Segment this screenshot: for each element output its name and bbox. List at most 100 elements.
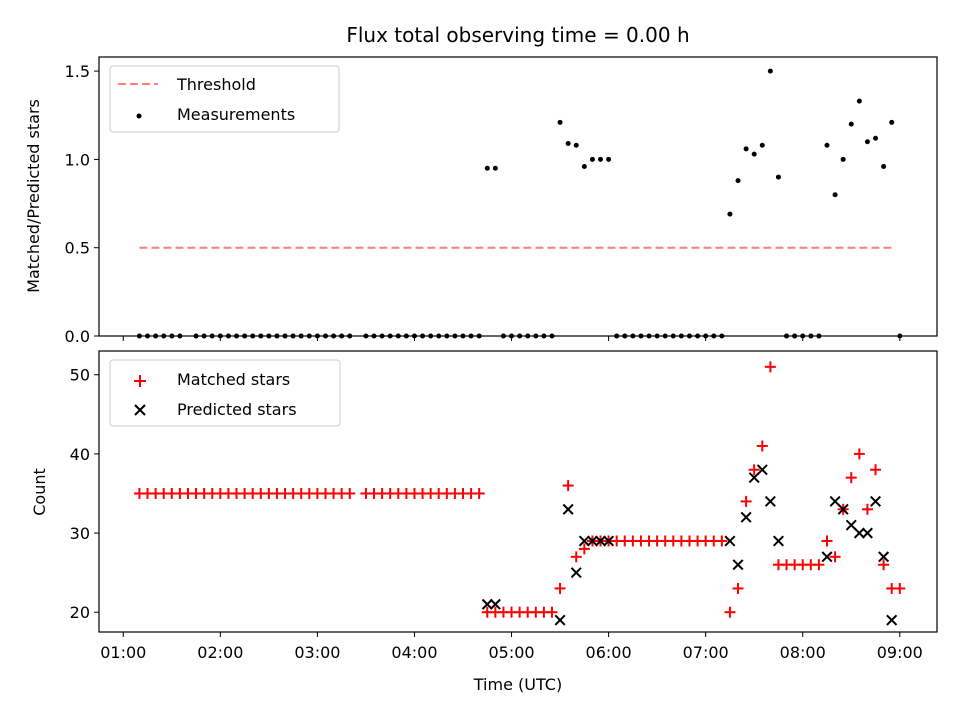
bottom-y-tick-label: 30 (70, 524, 90, 543)
matched-star-point (562, 480, 574, 492)
top-y-tick-label: 0.5 (65, 239, 90, 258)
measurement-point (881, 163, 887, 169)
matched-star-point (473, 487, 485, 499)
legend-measurements-label: Measurements (177, 105, 295, 124)
bottom-marks (133, 361, 906, 626)
matched-star-point (554, 582, 566, 594)
matched-star-point (578, 543, 590, 555)
measurement-point (824, 142, 830, 148)
x-axis-label: Time (UTC) (473, 675, 562, 694)
measurement-point (727, 211, 733, 217)
predicted-star-point (603, 535, 615, 547)
matched-star-point (821, 535, 833, 547)
matched-star-point (740, 495, 752, 507)
predicted-star-point (764, 495, 776, 507)
predicted-star-point (821, 551, 833, 563)
predicted-star-point (740, 511, 752, 523)
predicted-star-point (845, 519, 857, 531)
predicted-star-point (837, 503, 849, 515)
x-tick-label: 08:00 (780, 643, 826, 662)
matched-star-point (716, 535, 728, 547)
legend-threshold-label: Threshold (176, 75, 256, 94)
measurement-point (873, 135, 879, 141)
x-tick-label: 09:00 (877, 643, 923, 662)
measurement-point (581, 163, 587, 169)
measurement-point (759, 142, 765, 148)
bottom-legend-box (109, 359, 341, 427)
measurement-point (589, 156, 595, 162)
top-plot-frame (98, 56, 938, 337)
predicted-star-point (829, 495, 841, 507)
predicted-star-point (562, 503, 574, 515)
bottom-y-tick-label: 20 (70, 603, 90, 622)
predicted-star-point (570, 567, 582, 579)
predicted-star-point (724, 535, 736, 547)
measurement-point (484, 165, 490, 171)
predicted-star-point (748, 472, 760, 484)
top-y-ticks: 0.0 0.5 1.0 1.5 (65, 62, 99, 346)
matched-star-point (344, 487, 356, 499)
measurement-point (598, 156, 604, 162)
measurement-point (606, 156, 612, 162)
measurement-point (557, 119, 563, 125)
measurement-point (775, 174, 781, 180)
matched-star-point (861, 503, 873, 515)
matched-star-point (853, 448, 865, 460)
measurement-point (889, 119, 895, 125)
predicted-star-point (772, 535, 784, 547)
measurement-point (743, 146, 749, 152)
measurement-point (767, 68, 773, 74)
measurement-point (840, 156, 846, 162)
matched-star-point (570, 551, 582, 563)
bottom-y-tick-label: 50 (70, 366, 90, 385)
legend-matched-swatch (134, 375, 146, 387)
measurement-point (848, 121, 854, 127)
measurement-point (735, 178, 741, 184)
chart-title: Flux total observing time = 0.00 h (346, 23, 689, 47)
matched-star-point (829, 551, 841, 563)
matched-star-point (546, 606, 558, 618)
predicted-star-point (886, 614, 898, 626)
top-legend: Threshold Measurements (109, 65, 340, 133)
x-tick-label: 04:00 (391, 643, 437, 662)
measurement-point (565, 141, 571, 147)
matched-star-point (732, 582, 744, 594)
top-marks (136, 68, 903, 339)
measurement-point (864, 139, 870, 145)
bottom-x-ticks: 01:00 02:00 03:00 04:00 05:00 06:00 07:00 08:00… (100, 632, 923, 662)
matched-star-point (813, 559, 825, 571)
predicted-star-point (481, 598, 493, 610)
predicted-star-point (554, 614, 566, 626)
measurement-point (856, 98, 862, 104)
legend-predicted-label: Predicted stars (177, 400, 297, 419)
matched-star-point (894, 582, 906, 594)
x-tick-label: 03:00 (294, 643, 340, 662)
matched-star-point (845, 472, 857, 484)
predicted-star-point (578, 535, 590, 547)
x-tick-label: 02:00 (197, 643, 243, 662)
x-tick-label: 05:00 (488, 643, 534, 662)
x-tick-label: 07:00 (683, 643, 729, 662)
predicted-star-point (756, 464, 768, 476)
measurement-point (751, 151, 757, 157)
top-y-tick-label: 1.0 (65, 150, 90, 169)
measurement-point (832, 192, 838, 198)
matched-star-point (724, 606, 736, 618)
measurement-point (573, 142, 579, 148)
predicted-star-point (878, 551, 890, 563)
predicted-star-point (870, 495, 882, 507)
predicted-star-point (861, 527, 873, 539)
top-panel: 0.0 0.5 1.0 1.5 Matched/Predicted stars Thr… (24, 56, 938, 346)
matched-star-point (748, 464, 760, 476)
x-tick-label: 06:00 (586, 643, 632, 662)
predicted-star-point (853, 527, 865, 539)
legend-measurements-swatch (136, 113, 142, 119)
predicted-star-point (586, 535, 598, 547)
x-tick-label: 01:00 (100, 643, 146, 662)
legend-matched-label: Matched stars (177, 370, 290, 389)
matched-star-point (878, 559, 890, 571)
top-y-tick-label: 1.5 (65, 62, 90, 81)
matched-star-point (870, 464, 882, 476)
